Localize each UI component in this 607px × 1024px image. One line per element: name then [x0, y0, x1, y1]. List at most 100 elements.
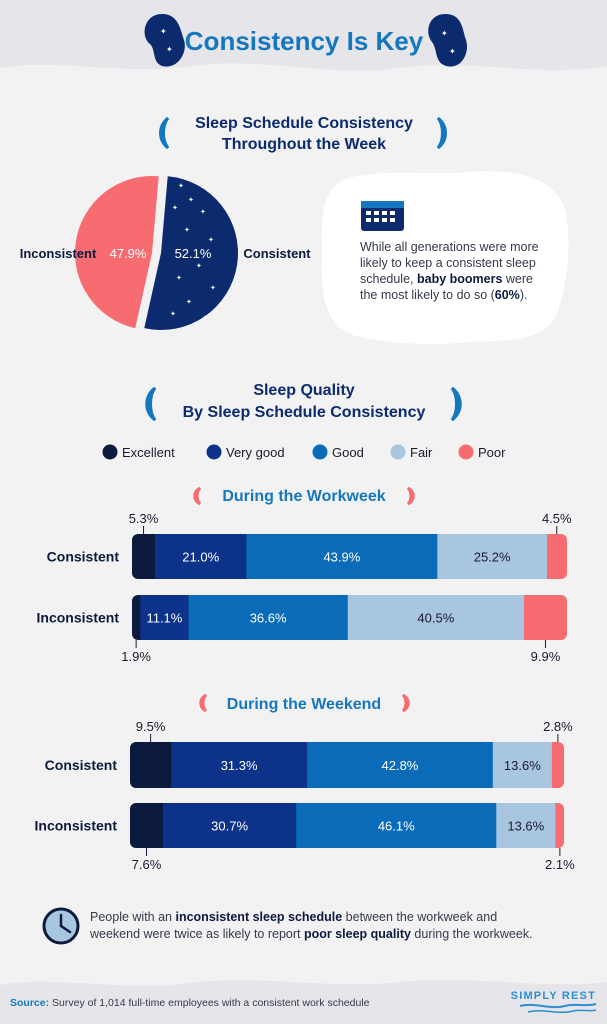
legend-swatch-fair: [390, 444, 406, 460]
bar-segment-excellent: [130, 742, 172, 788]
clock-icon: [42, 907, 80, 945]
legend: Excellent Very good Good Fair Poor: [102, 444, 506, 460]
pie-value-label: 52.1%: [175, 246, 212, 261]
legend-swatch-good: [312, 444, 328, 460]
workweek-title: During the Workweek: [222, 488, 385, 505]
bar-value-label: 25.2%: [474, 550, 511, 565]
star-icon: ✦: [170, 310, 176, 318]
pie-section-title: Sleep Schedule Consistency: [195, 115, 413, 132]
brand-logo: SIMPLY REST: [511, 990, 596, 1002]
bar-value-label: 2.1%: [545, 857, 575, 872]
moon-icon: ✦ ✦: [428, 14, 468, 67]
star-icon: ✦: [184, 226, 190, 234]
bar-value-label: 31.3%: [221, 758, 258, 773]
legend-swatch-very-good: [206, 444, 222, 460]
bar-value-label: 13.6%: [507, 819, 544, 834]
crescent-left-icon: [145, 386, 157, 422]
crescent-right-icon: [401, 693, 410, 713]
star-icon: ✦: [208, 236, 214, 244]
moon-icon: ✦ ✦: [144, 14, 185, 67]
crescent-left-icon: [199, 693, 208, 713]
bar-row: [132, 534, 567, 579]
bar-segment-poor: [546, 534, 567, 579]
pie-label-inconsistent: Inconsistent: [20, 246, 97, 261]
bar-value-label: 46.1%: [378, 819, 415, 834]
bar-row: [130, 742, 564, 788]
bar-segment-good: [307, 742, 494, 788]
svg-text:✦: ✦: [449, 47, 456, 56]
footer-band: [0, 979, 607, 1024]
pie-slice-inconsistent: [74, 175, 159, 329]
bar-value-label: 7.6%: [132, 857, 162, 872]
bar-segment-very-good: [155, 534, 247, 579]
bar-segment-fair: [347, 595, 525, 640]
bar-category-label: Inconsistent: [35, 818, 118, 834]
pie-label-consistent: Consistent: [243, 246, 311, 261]
legend-label-poor: Poor: [478, 445, 506, 460]
bar-segment-excellent: [132, 595, 141, 640]
bar-row: [132, 595, 567, 640]
bar-value-label: 1.9%: [121, 649, 151, 664]
legend-swatch-excellent: [102, 444, 118, 460]
bar-value-label: 9.9%: [531, 649, 561, 664]
bar-value-label: 42.8%: [382, 758, 419, 773]
bar-value-label: 21.0%: [182, 550, 219, 565]
pie-value-label: 47.9%: [110, 246, 147, 261]
svg-text:✦: ✦: [166, 45, 173, 54]
legend-label-very-good: Very good: [226, 445, 285, 460]
bar-segment-poor: [551, 742, 564, 788]
bar-segment-fair: [437, 534, 548, 579]
crescent-right-icon: [406, 486, 415, 506]
bar-segment-excellent: [130, 803, 164, 848]
bar-segment-very-good: [162, 803, 297, 848]
legend-swatch-poor: [458, 444, 474, 460]
bar-segment-excellent: [132, 534, 156, 579]
legend-label-fair: Fair: [410, 445, 433, 460]
pie-section-title: Throughout the Week: [222, 136, 386, 153]
bar-value-label: 4.5%: [542, 511, 572, 526]
star-icon: ✦: [196, 262, 202, 270]
bar-row: [130, 803, 564, 848]
bar-segment-poor: [523, 595, 567, 640]
star-icon: ✦: [186, 298, 192, 306]
crescent-left-icon: [193, 486, 202, 506]
bar-value-label: 2.8%: [543, 719, 573, 734]
bar-value-label: 36.6%: [250, 611, 287, 626]
bar-value-label: 40.5%: [417, 611, 454, 626]
footnote-text: People with an inconsistent sleep schedu…: [89, 910, 533, 941]
source-text: Source: Survey of 1,014 full-time employ…: [10, 997, 370, 1009]
bar-value-label: 13.6%: [504, 758, 541, 773]
bar-segment-very-good: [140, 595, 190, 640]
star-icon: ✦: [188, 196, 194, 204]
crescent-left-icon: [159, 116, 170, 150]
bar-segment-good: [296, 803, 497, 848]
bar-segment-poor: [555, 803, 564, 848]
calendar-icon: [361, 201, 404, 231]
weekend-title: During the Weekend: [227, 696, 381, 713]
quality-section-title: By Sleep Schedule Consistency: [183, 404, 426, 421]
star-icon: ✦: [176, 274, 182, 282]
weekend-bar-chart: Consistent 9.5% 31.3% 42.8% 13.6% 2.8% Inconsi…: [35, 719, 576, 872]
star-icon: ✦: [200, 208, 206, 216]
star-icon: ✦: [178, 182, 184, 190]
bar-segment-good: [246, 534, 438, 579]
legend-label-excellent: Excellent: [122, 445, 175, 460]
star-icon: ✦: [202, 314, 208, 322]
star-icon: ✦: [210, 284, 216, 292]
workweek-bar-chart: Consistent 5.3% 21.0% 43.9% 25.2% 4.5% Inconsi…: [37, 511, 572, 664]
bar-value-label: 5.3%: [129, 511, 159, 526]
bar-value-label: 11.1%: [146, 611, 182, 626]
bar-value-label: 30.7%: [211, 819, 248, 834]
bar-segment-fair: [496, 803, 556, 848]
callout-text: While all generations were more likely t…: [360, 240, 542, 302]
pie-slice-consistent: [144, 176, 238, 331]
star-icon: ✦: [172, 204, 178, 212]
page-title: Consistency Is Key: [185, 26, 424, 56]
bar-segment-fair: [492, 742, 553, 788]
bar-segment-good: [188, 595, 349, 640]
brand-wave-icon: [519, 1003, 597, 1009]
pie-chart: ✦✦✦✦✦✦✦✦✦✦✦✦52.1%47.9%: [74, 175, 238, 331]
bar-segment-very-good: [171, 742, 308, 788]
crescent-right-icon: [450, 386, 462, 422]
